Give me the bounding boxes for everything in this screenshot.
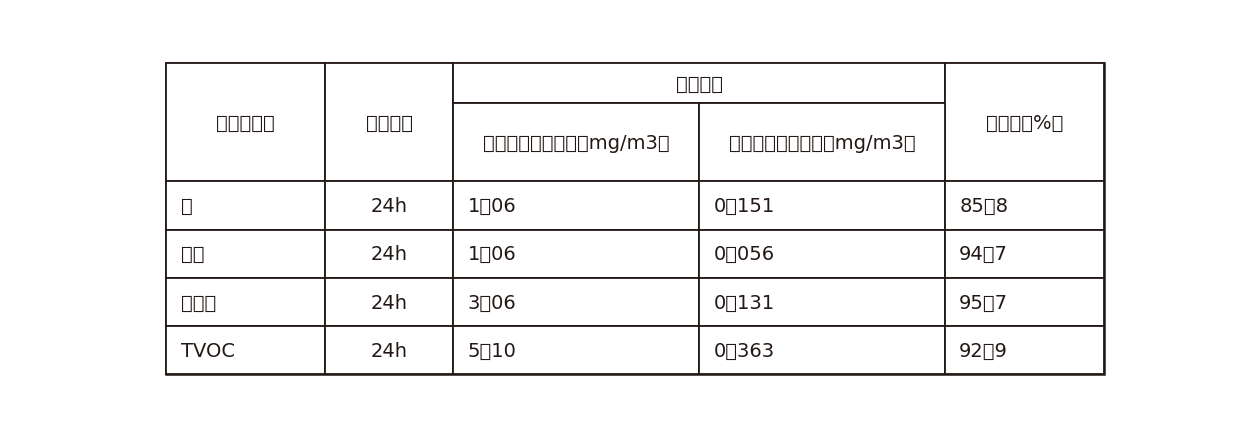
Text: 检测结果: 检测结果 xyxy=(675,75,722,93)
Bar xyxy=(699,230,945,278)
Bar xyxy=(945,64,1104,182)
Bar xyxy=(166,230,325,278)
Bar xyxy=(699,182,945,230)
Bar xyxy=(699,278,945,326)
Text: 苯: 苯 xyxy=(181,197,192,215)
Bar xyxy=(453,182,699,230)
Bar xyxy=(166,326,325,375)
Text: 24h: 24h xyxy=(370,245,408,263)
Text: 5．10: 5．10 xyxy=(467,341,517,360)
Bar xyxy=(699,104,945,182)
Text: 1．06: 1．06 xyxy=(467,245,517,263)
Text: 0．056: 0．056 xyxy=(714,245,774,263)
Bar xyxy=(945,278,1104,326)
Text: 0．363: 0．363 xyxy=(714,341,774,360)
Text: 空白试验舟浓度値（mg/m3）: 空白试验舟浓度値（mg/m3） xyxy=(483,134,669,152)
Bar xyxy=(325,64,453,182)
Text: 测试污染物: 测试污染物 xyxy=(217,113,275,132)
Text: 24h: 24h xyxy=(370,341,408,360)
Text: 去除率（%）: 去除率（%） xyxy=(985,113,1063,132)
Bar xyxy=(166,64,325,182)
Text: TVOC: TVOC xyxy=(181,341,235,360)
Bar xyxy=(453,326,699,375)
Text: 1．06: 1．06 xyxy=(467,197,517,215)
Text: 甲苯: 甲苯 xyxy=(181,245,204,263)
Bar xyxy=(699,326,945,375)
Bar xyxy=(945,182,1104,230)
Text: 24h: 24h xyxy=(370,293,408,312)
Text: 94．7: 94．7 xyxy=(959,245,1009,263)
Text: 样品试验舟浓度値（mg/m3）: 样品试验舟浓度値（mg/m3） xyxy=(729,134,916,152)
Text: 作用时间: 作用时间 xyxy=(366,113,413,132)
Bar xyxy=(453,64,945,104)
Bar xyxy=(453,278,699,326)
Bar xyxy=(945,326,1104,375)
Bar xyxy=(166,278,325,326)
Text: 85．8: 85．8 xyxy=(959,197,1009,215)
Text: 0．151: 0．151 xyxy=(714,197,774,215)
Text: 24h: 24h xyxy=(370,197,408,215)
Bar xyxy=(166,182,325,230)
Text: 3．06: 3．06 xyxy=(467,293,517,312)
Text: 92．9: 92．9 xyxy=(959,341,1009,360)
Bar xyxy=(453,104,699,182)
Bar xyxy=(945,230,1104,278)
Bar xyxy=(453,230,699,278)
Text: 0．131: 0．131 xyxy=(714,293,774,312)
Text: 95．7: 95．7 xyxy=(959,293,1009,312)
Bar xyxy=(325,278,453,326)
Bar xyxy=(325,230,453,278)
Bar xyxy=(325,326,453,375)
Bar xyxy=(325,182,453,230)
Text: 二甲苯: 二甲苯 xyxy=(181,293,216,312)
